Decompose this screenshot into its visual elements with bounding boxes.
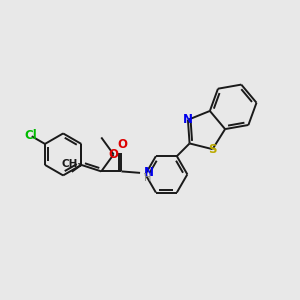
Text: O: O — [117, 138, 127, 151]
Text: CH₃: CH₃ — [61, 160, 82, 170]
Text: O: O — [109, 148, 118, 161]
Text: N: N — [183, 113, 193, 126]
Text: N: N — [144, 166, 154, 179]
Text: H: H — [144, 173, 151, 184]
Text: Cl: Cl — [25, 130, 38, 142]
Text: S: S — [208, 143, 217, 156]
